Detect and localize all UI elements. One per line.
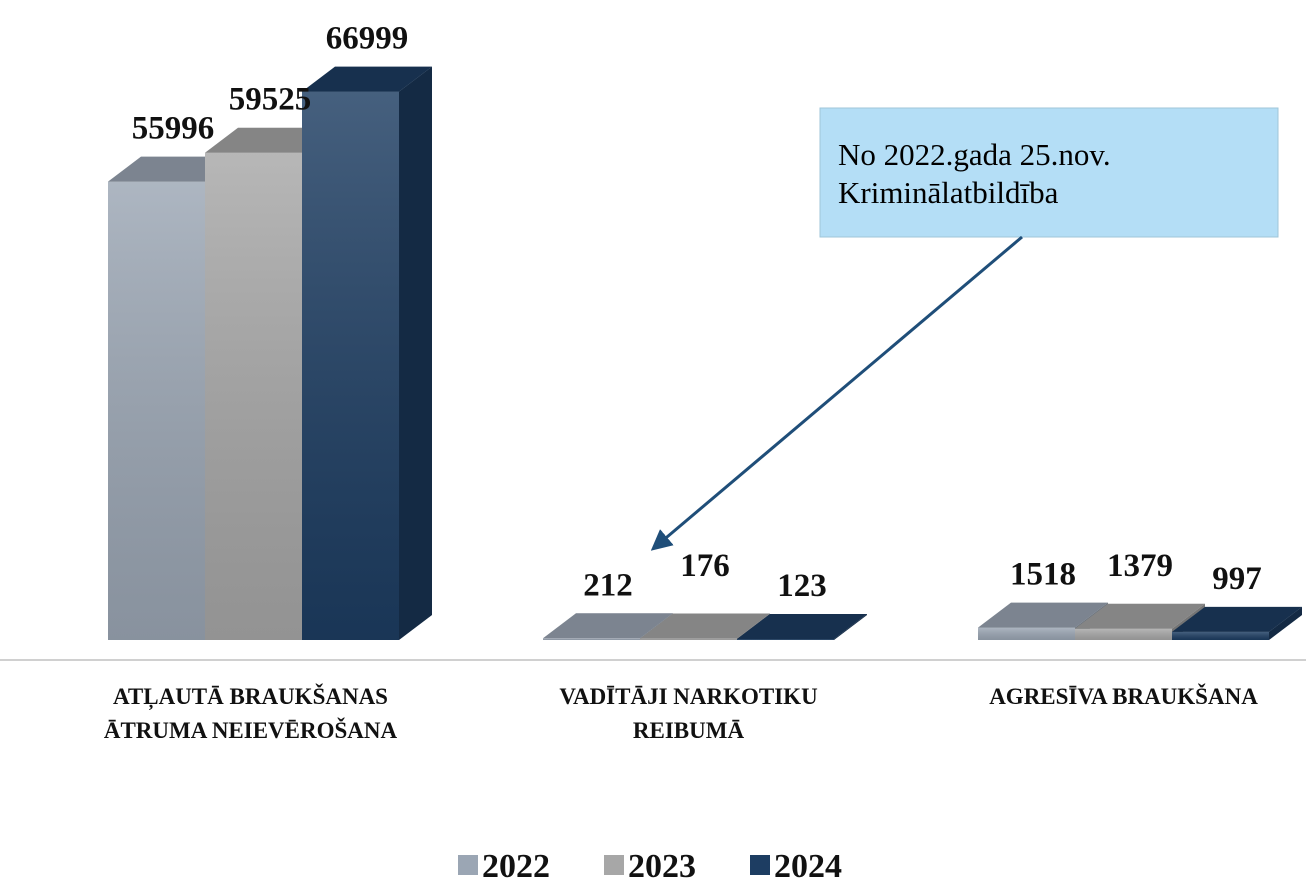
bar-side-shade [834, 613, 867, 640]
annotation-box [819, 107, 1279, 238]
bar-top-shade [543, 613, 673, 639]
value-label: 997 [1212, 561, 1262, 597]
value-label: 1379 [1107, 548, 1173, 584]
legend-label: 2023 [628, 848, 696, 885]
legend-label: 2024 [774, 848, 842, 885]
bar-top [543, 613, 673, 639]
bar-top-shade [978, 602, 1108, 628]
bar-shade [978, 627, 1075, 640]
bar-top-shade [737, 613, 867, 639]
value-label: 176 [680, 548, 730, 584]
bar-shade [108, 181, 205, 640]
bar-shade [205, 152, 302, 640]
x-tick-label: AGRESĪVA BRAUKŠANA [989, 684, 1258, 709]
bar-top-shade [1172, 606, 1302, 632]
legend-swatch [750, 855, 770, 875]
bar-top [640, 613, 770, 639]
bar-side [399, 66, 432, 641]
annotation-text: No 2022.gada 25.nov. [838, 137, 1111, 172]
legend-swatch [458, 855, 478, 875]
bar-shade [737, 638, 834, 640]
bar-shade [302, 91, 399, 641]
bar-shade [1075, 628, 1172, 640]
bar-shade [543, 638, 640, 640]
bar-top [302, 66, 432, 92]
value-label: 212 [583, 567, 633, 603]
bar-top [1075, 603, 1205, 629]
x-tick-label: ATĻAUTĀ BRAUKŠANAS ĀTRUMA NEIEVĒROŠANA [103, 684, 398, 743]
value-label: 1518 [1010, 557, 1076, 593]
annotation-text: Kriminālatbildība [838, 175, 1059, 210]
value-label: 123 [777, 568, 827, 604]
value-label: 55996 [132, 111, 215, 147]
bar-top [978, 602, 1108, 628]
bar-top-shade [302, 66, 432, 92]
value-label: 59525 [229, 82, 312, 118]
bar-top-shade [640, 613, 770, 639]
annotation-arrow [650, 235, 1023, 551]
bar-shade [1172, 631, 1269, 640]
bar-top [1172, 606, 1302, 632]
legend-label: 2022 [482, 848, 550, 885]
bar-shade [640, 638, 737, 640]
bar-side-shade [399, 66, 432, 641]
bar-top [737, 613, 867, 639]
bar-side [1269, 606, 1302, 640]
legend-swatch [604, 855, 624, 875]
bar-side-shade [1269, 606, 1302, 640]
bar-top-shade [1075, 603, 1205, 629]
bar-side [834, 613, 867, 640]
value-label: 66999 [326, 21, 409, 57]
x-tick-label: VADĪTĀJI NARKOTIKU REIBUMĀ [559, 684, 818, 743]
